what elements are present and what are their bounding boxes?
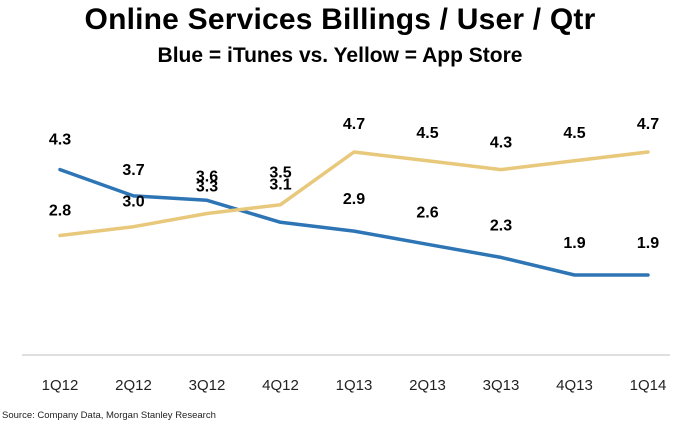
app-store-data-label: 4.5	[563, 125, 585, 142]
itunes-data-label: 3.6	[196, 168, 218, 185]
itunes-data-label: 4.3	[49, 132, 71, 149]
x-tick-label: 2Q13	[409, 377, 446, 394]
x-tick-label: 1Q13	[336, 377, 373, 394]
itunes-data-label: 1.9	[563, 235, 585, 252]
app-store-data-label: 4.3	[490, 135, 512, 152]
itunes-data-label: 2.9	[343, 191, 365, 208]
x-tick-label: 3Q13	[483, 377, 520, 394]
app-store-data-label: 4.5	[416, 125, 438, 142]
x-tick-label: 4Q13	[556, 377, 593, 394]
itunes-data-label: 3.1	[269, 176, 291, 193]
app-store-series-line	[58, 150, 650, 238]
data-labels: 4.3 3.7 3.6 3.1 2.9 2.6 2.3 1.9 1.9 2.8 3.0 3.3 3.5 4…	[49, 116, 659, 252]
app-store-data-label: 3.0	[122, 194, 144, 211]
itunes-series-line	[58, 167, 650, 277]
app-store-data-label: 4.7	[343, 116, 365, 133]
chart-subtitle: Blue = iTunes vs. Yellow = App Store	[157, 44, 523, 67]
x-tick-label: 2Q12	[115, 377, 152, 394]
series-lines	[58, 150, 650, 277]
itunes-data-label: 2.6	[416, 204, 438, 221]
itunes-data-label: 3.7	[122, 162, 144, 179]
x-tick-labels: 1Q12 2Q12 3Q12 4Q12 1Q13 2Q13 3Q13 4Q13 1Q14	[42, 377, 667, 394]
app-store-data-label: 2.8	[49, 203, 71, 220]
app-store-data-label: 3.3	[196, 179, 218, 196]
app-store-data-label: 3.5	[269, 165, 291, 182]
x-tick-label: 4Q12	[262, 377, 299, 394]
x-tick-label: 3Q12	[189, 377, 226, 394]
app-store-data-label: 4.7	[637, 116, 659, 133]
x-tick-label: 1Q12	[42, 377, 79, 394]
source-note: Source: Company Data, Morgan Stanley Res…	[2, 410, 216, 421]
itunes-data-label: 1.9	[637, 235, 659, 252]
x-tick-label: 1Q14	[630, 377, 667, 394]
chart-title: Online Services Billings / User / Qtr	[84, 3, 596, 36]
itunes-data-label: 2.3	[490, 217, 512, 234]
